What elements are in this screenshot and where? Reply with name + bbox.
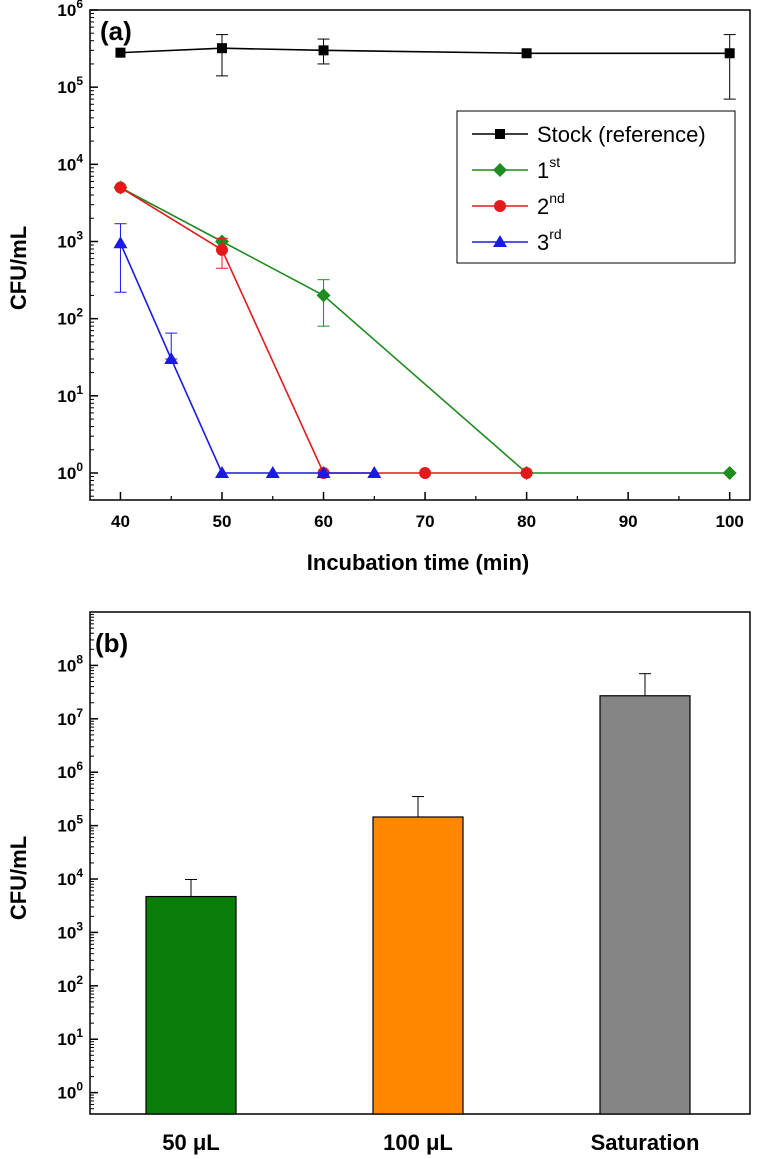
axes-b: 100 101 102 103 104 105 106 107 108 50 μL 100 μL Sa… (57, 613, 700, 1155)
legend-label-3: 3rd (537, 226, 562, 255)
y-tick-label-b: 101 (57, 1026, 83, 1049)
x-tick-label-b: 100 μL (383, 1130, 453, 1155)
y-tick-label-a: 106 (57, 0, 83, 20)
series-3-point (316, 465, 331, 478)
x-tick-label-a: 70 (416, 512, 435, 531)
series-3-line (119, 242, 375, 474)
series-3-point (265, 465, 280, 478)
y-tick-label-a: 101 (57, 383, 83, 406)
axes-a: 40 50 60 70 80 90 100 100 101 102 103 104 105 106 (57, 0, 743, 531)
series-1-point (316, 288, 331, 303)
panel-b: 100 101 102 103 104 105 106 107 108 50 μL 100 μL Sa… (6, 611, 751, 1155)
series-group-a (113, 34, 737, 480)
series-0-point (724, 48, 735, 59)
y-tick-label-a: 102 (57, 306, 83, 329)
legend: Stock (reference) 1st 2nd 3rd (456, 110, 736, 264)
y-tick-label-b: 107 (57, 706, 83, 729)
y-tick-label-b: 104 (57, 866, 83, 889)
series-0-point (318, 45, 329, 56)
series-2-point (520, 466, 533, 479)
bar (145, 895, 237, 1115)
series-3-point (164, 352, 179, 365)
legend-label-0: Stock (reference) (537, 122, 706, 147)
series-3-group (113, 223, 382, 478)
plot-frame-a (89, 9, 751, 501)
x-tick-label-a: 80 (517, 512, 536, 531)
legend-label-1: 1st (537, 154, 560, 183)
panel-a: 40 50 60 70 80 90 100 100 101 102 103 104 105 106 (a)… (6, 0, 751, 575)
series-2-point (419, 466, 432, 479)
series-0-group (115, 34, 736, 100)
legend-marker-0 (495, 129, 505, 139)
x-tick-label-a: 90 (619, 512, 638, 531)
legend-marker-3 (493, 235, 507, 247)
series-3-point (367, 465, 382, 478)
y-tick-label-b: 108 (57, 652, 83, 675)
series-1-point (722, 465, 737, 480)
x-tick-label-b: Saturation (591, 1130, 700, 1155)
series-0-point (521, 48, 532, 59)
y-tick-label-b: 106 (57, 759, 83, 782)
legend-items: Stock (reference) 1st 2nd 3rd (472, 122, 706, 255)
x-tick-label-a: 50 (213, 512, 232, 531)
panel-label-b: (b) (95, 628, 128, 658)
series-0-point (217, 43, 227, 54)
x-tick-label-a: 40 (111, 512, 130, 531)
y-tick-label-b: 105 (57, 813, 83, 836)
y-tick-label-a: 105 (57, 74, 83, 97)
legend-label-2: 2nd (537, 190, 565, 219)
x-tick-label-a: 100 (716, 512, 744, 531)
y-axis-label-a: CFU/mL (6, 226, 31, 310)
x-axis-label-a: Incubation time (min) (307, 550, 529, 575)
panel-label-a: (a) (100, 16, 132, 46)
y-tick-label-a: 103 (57, 228, 83, 251)
y-tick-label-b: 102 (57, 973, 83, 996)
bar-group-b (145, 673, 691, 1115)
x-tick-label-b: 50 μL (162, 1130, 219, 1155)
series-0-line (120, 47, 730, 55)
y-tick-label-a: 100 (57, 460, 83, 483)
y-tick-label-b: 100 (57, 1080, 83, 1103)
series-2-point (216, 243, 228, 256)
series-2-point (114, 181, 127, 194)
bar (599, 695, 691, 1115)
legend-marker-2 (494, 200, 506, 212)
bar (372, 816, 464, 1115)
series-3-point (113, 236, 128, 249)
series-0-point (115, 47, 126, 58)
series-3-point (215, 465, 229, 478)
legend-marker-1 (493, 163, 507, 177)
y-axis-label-b: CFU/mL (6, 836, 31, 920)
y-tick-label-a: 104 (57, 151, 83, 174)
y-tick-label-b: 103 (57, 919, 83, 942)
x-tick-label-a: 60 (314, 512, 333, 531)
